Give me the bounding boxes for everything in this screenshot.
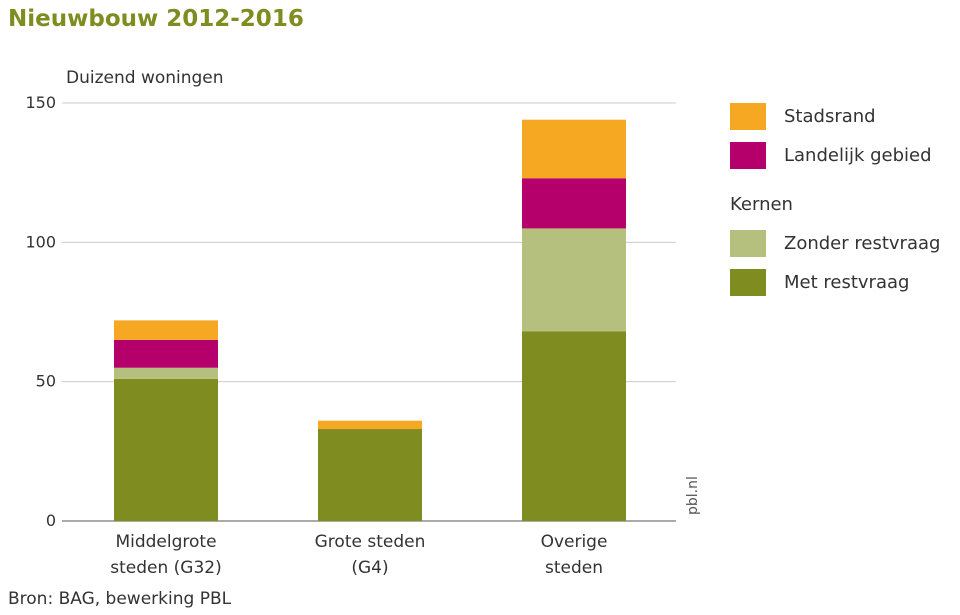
legend-label: Zonder restvraag <box>784 233 940 254</box>
legend-swatch <box>730 103 766 130</box>
legend-swatch <box>730 142 766 169</box>
legend-label: Stadsrand <box>784 106 876 127</box>
x-tick-label: Grote steden <box>315 532 426 552</box>
x-tick-label: Middelgrote <box>115 532 216 552</box>
bar-segment <box>114 378 218 521</box>
bar-segment <box>318 429 422 521</box>
watermark-pbl: pbl.nl <box>685 476 701 515</box>
legend: Stadsrand Landelijk gebied Kernen Zonder re… <box>730 103 940 296</box>
legend-swatch <box>730 269 766 296</box>
bar-segment <box>522 119 626 179</box>
bar-segment <box>114 367 218 379</box>
x-tick-label: Overige <box>541 532 608 552</box>
bar-segment <box>114 320 218 340</box>
bar-segment <box>522 228 626 332</box>
chart-title: Nieuwbouw 2012-2016 <box>8 6 304 32</box>
x-tick-label: (G4) <box>351 558 388 578</box>
bar-segment <box>318 420 422 430</box>
bars <box>114 119 626 521</box>
y-tick-labels: 0 50 100 150 <box>25 93 56 530</box>
x-tick-label: steden (G32) <box>110 558 221 578</box>
legend-swatch <box>730 230 766 257</box>
legend-label: Landelijk gebied <box>784 145 932 166</box>
x-tick-label: steden <box>545 558 603 578</box>
bar-segment <box>522 331 626 521</box>
y-tick-label: 50 <box>36 372 56 391</box>
bar-segment <box>114 339 218 368</box>
y-tick-label: 100 <box>25 232 56 251</box>
bar-segment <box>522 178 626 229</box>
legend-group-heading: Kernen <box>730 194 793 215</box>
x-tick-labels: Middelgrote steden (G32) Grote steden (G4) O… <box>110 532 607 578</box>
y-tick-label: 0 <box>46 511 56 530</box>
legend-label: Met restvraag <box>784 272 909 293</box>
y-axis-label: Duizend woningen <box>66 68 224 88</box>
source-note: Bron: BAG, bewerking PBL <box>8 589 232 609</box>
y-tick-label: 150 <box>25 93 56 112</box>
